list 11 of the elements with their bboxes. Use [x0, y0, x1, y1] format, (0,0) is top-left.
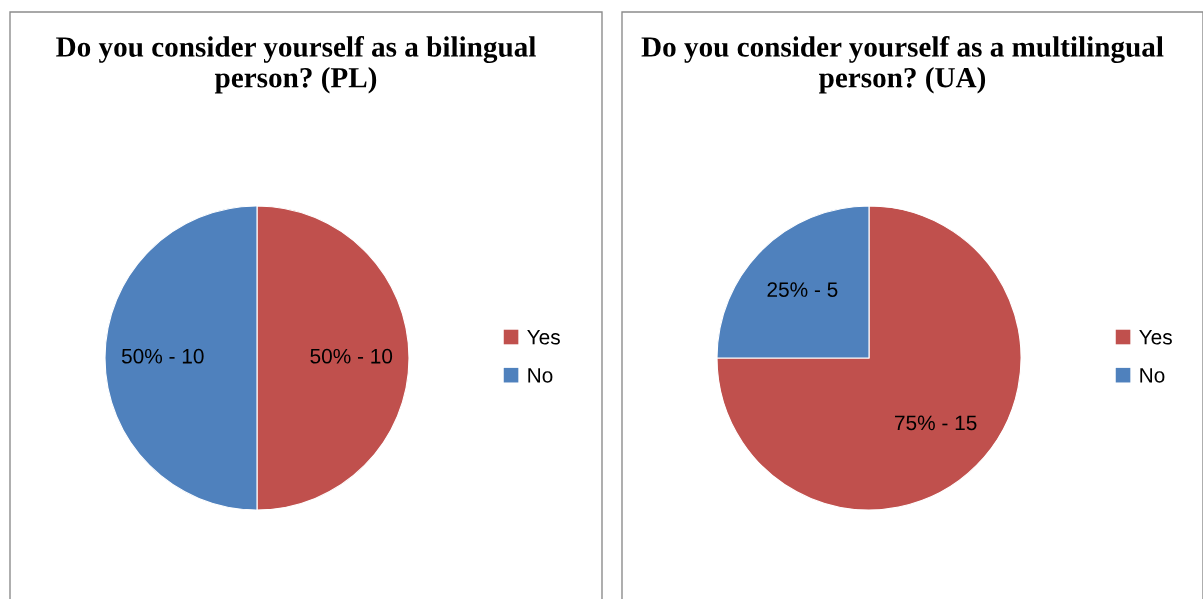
legend-label: No: [528, 368, 553, 383]
chart-title: Do you consider yourself as a bilingual person? (PL): [56, 36, 536, 94]
chart-title: Do you consider yourself as a multilingual person? (UA): [641, 36, 1164, 94]
legend-label: No: [1140, 368, 1165, 383]
data-label: 50% - 10: [121, 348, 204, 364]
legend-label: Yes: [527, 329, 560, 345]
pie-slice: [716, 205, 1022, 511]
data-label: 75% - 15: [895, 415, 977, 431]
legend-label: Yes: [1139, 329, 1172, 345]
data-label: 50% - 10: [310, 348, 393, 364]
data-label: 25% - 5: [767, 282, 838, 297]
